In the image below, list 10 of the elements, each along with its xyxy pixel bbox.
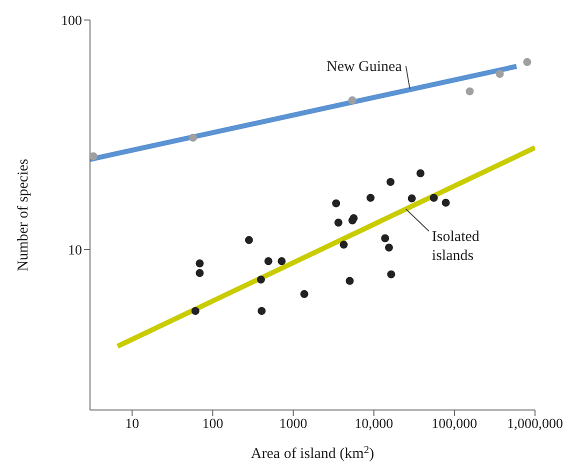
x-tick-label: 100,000 <box>432 416 478 432</box>
y-axis-title: Number of species <box>15 158 32 272</box>
x-tick-label: 10 <box>125 416 140 432</box>
annotation: New Guinea <box>326 59 402 76</box>
annotation: Isolated islands <box>432 229 480 264</box>
x-tick-label: 1,000,000 <box>507 416 563 432</box>
x-tick-label: 10,000 <box>354 416 394 432</box>
x-tick-label: 100 <box>202 416 224 432</box>
x-axis-title: Area of island (km$^{2}$) <box>250 444 374 462</box>
x-tick-label: 1000 <box>279 416 308 432</box>
